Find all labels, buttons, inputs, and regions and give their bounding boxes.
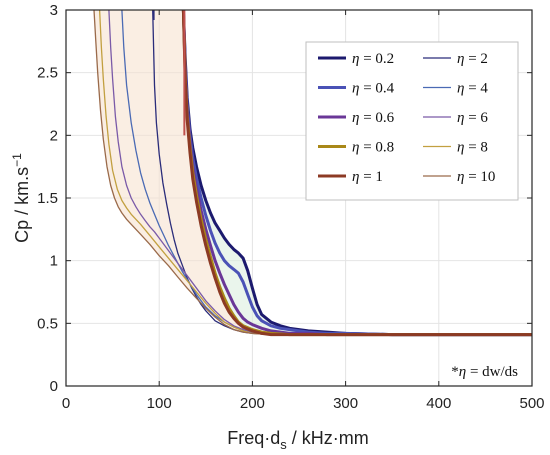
legend-label: η = 8 [457, 140, 488, 156]
y-tick-label: 0.5 [37, 315, 58, 332]
legend-label: η = 6 [457, 110, 488, 126]
legend-label: η = 2 [457, 51, 488, 67]
legend-entry-eta-0-4: η = 0.4 [318, 81, 395, 97]
x-axis-label: Freq·ds / kHz·mm [227, 428, 369, 452]
series-layer [93, 10, 532, 337]
legend-label: η = 10 [457, 169, 495, 185]
legend-entry-eta-0-2: η = 0.2 [318, 51, 394, 67]
legend: η = 0.2 η = 0.4 η = 0.6 η = 0.8 η = 1 η = 2 η … [305, 41, 519, 201]
legend-entry-eta-8: η = 8 [423, 140, 488, 156]
y-tick-label: 2 [50, 127, 58, 144]
x-tick-label: 0 [62, 395, 70, 412]
legend-entry-eta-4: η = 4 [423, 81, 488, 97]
y-tick-label: 3 [50, 2, 58, 19]
eta-definition-note: *η = dw/ds [451, 364, 518, 380]
y-tick-label: 2.5 [37, 65, 58, 82]
legend-label: η = 0.8 [352, 140, 394, 156]
shade-layer [93, 10, 532, 335]
legend-entry-eta-2: η = 2 [423, 51, 488, 67]
y-axis-label-superscript: −1 [10, 153, 24, 167]
ticks-layer: 0 100 200 300 400 500 0 0.5 1 1.5 2 2.5 3 [37, 2, 544, 412]
series-line-eta-10 [93, 10, 532, 336]
x-tick-label: 200 [240, 395, 265, 412]
y-tick-label: 1.5 [37, 190, 58, 207]
legend-label: η = 0.4 [352, 81, 395, 97]
series-line-eta-1 [181, 10, 532, 337]
x-tick-label: 300 [333, 395, 358, 412]
x-tick-label: 400 [426, 395, 451, 412]
x-axis-label-rest: / kHz·mm [287, 428, 369, 448]
x-tick-label: 100 [147, 395, 172, 412]
legend-label: η = 1 [352, 169, 383, 185]
x-tick-label: 500 [519, 395, 544, 412]
legend-entry-eta-1: η = 1 [318, 169, 383, 185]
y-tick-label: 0 [50, 378, 58, 395]
legend-entry-eta-10: η = 10 [423, 169, 495, 185]
y-tick-label: 1 [50, 253, 58, 270]
legend-entry-eta-0-6: η = 0.6 [318, 110, 395, 126]
x-axis-label-subscript: s [280, 437, 287, 452]
legend-label: η = 4 [457, 81, 488, 97]
legend-entry-eta-0-8: η = 0.8 [318, 140, 394, 156]
y-axis-label: Cp / km.s−1 [10, 153, 32, 243]
legend-box [305, 41, 519, 201]
legend-label: η = 0.2 [352, 51, 394, 67]
legend-items: η = 0.2 η = 0.4 η = 0.6 η = 0.8 η = 1 η = 2 η … [318, 51, 495, 185]
legend-label: η = 0.6 [352, 110, 395, 126]
legend-entry-eta-6: η = 6 [423, 110, 488, 126]
shaded-region-high-eta [93, 10, 532, 335]
